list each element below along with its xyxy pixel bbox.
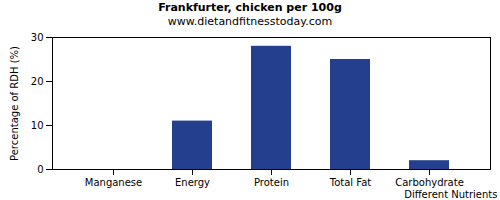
html-text:www.dietandfitnesstoday.com: www.dietandfitnesstoday.com <box>167 15 333 28</box>
svg-text:Manganese: Manganese <box>85 177 142 188</box>
svg-text:Protein: Protein <box>254 177 289 188</box>
svg-text:Energy: Energy <box>175 177 210 188</box>
svg-text:Different Nutrients: Different Nutrients <box>404 189 497 200</box>
svg-text:0: 0 <box>37 164 43 175</box>
svg-text:Carbohydrate: Carbohydrate <box>395 177 464 188</box>
svg-text:10: 10 <box>31 120 44 131</box>
svg-text:Percentage of RDH (%): Percentage of RDH (%) <box>9 46 20 161</box>
svg-text:20: 20 <box>31 76 44 87</box>
svg-text:Total Fat: Total Fat <box>329 177 371 188</box>
html-text:Frankfurter, chicken per 100g: Frankfurter, chicken per 100g <box>158 1 342 14</box>
svg-text:30: 30 <box>31 32 44 43</box>
